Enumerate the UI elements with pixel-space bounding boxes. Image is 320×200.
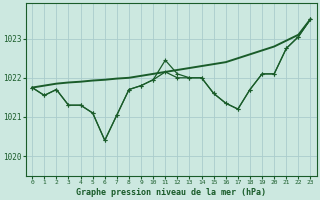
X-axis label: Graphe pression niveau de la mer (hPa): Graphe pression niveau de la mer (hPa) <box>76 188 266 197</box>
